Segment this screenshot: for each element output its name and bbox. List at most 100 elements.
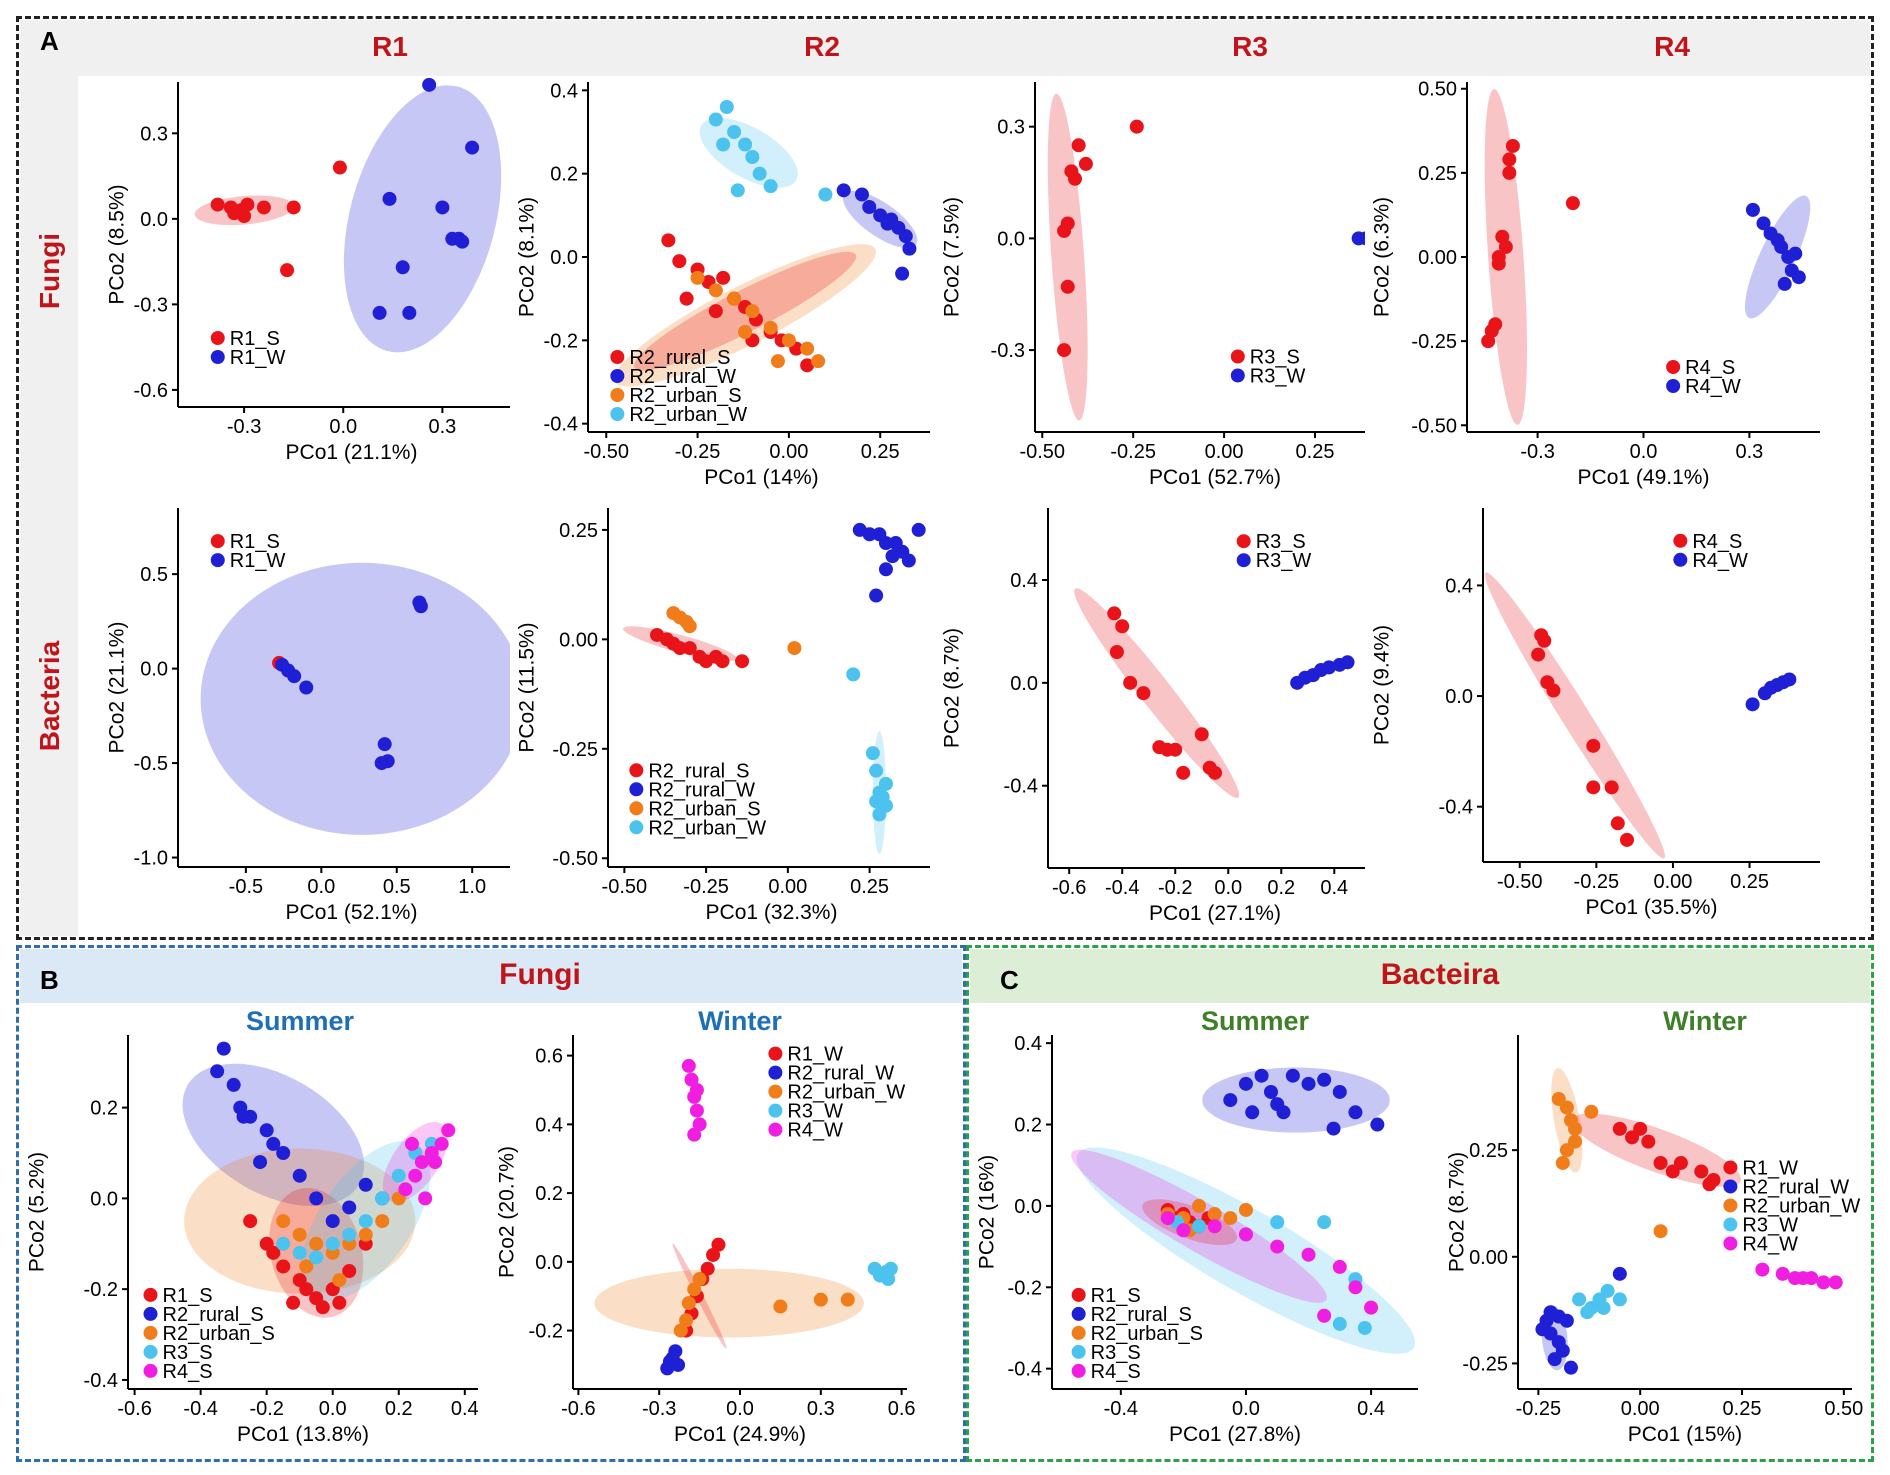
c-summer-series-r2-rural-s [1223, 1068, 1385, 1136]
a-r3-bacteria-series-r3-w [1290, 655, 1355, 690]
b-summer-point-r2-rural-s [276, 1146, 291, 1160]
b-summer-y-tick-label: 0.0 [90, 1188, 118, 1210]
a-r1-bacteria-y-tick-label: 0.0 [140, 659, 168, 681]
c-winter-point-r4-w [1775, 1266, 1790, 1281]
panel-a-frame [16, 16, 1874, 940]
c-summer-y-label: PCo2 (16%) [976, 1155, 999, 1269]
a-r2-fungi-y-tick-label: 0.0 [550, 247, 578, 269]
a-r3-bacteria-x-label: PCo1 (27.1%) [1149, 902, 1281, 925]
a-r3-fungi-legend-label: R3_W [1250, 366, 1306, 388]
chart-c-summer: -0.4 0.0 0.4 -0.4 -0.2 0.0 0.2 0.4 PCo1 (27.8%) P… [976, 1035, 1418, 1446]
a-r4-bacteria-legend-label: R4_W [1692, 550, 1748, 572]
a-r1-bacteria-x-tick-label: 0.0 [307, 876, 335, 898]
a-r1-bacteria-y-tick-label: 0.5 [140, 564, 168, 586]
a-r4-bacteria-legend-marker [1673, 533, 1688, 548]
b-summer-point-r2-urban-s [358, 1227, 373, 1242]
b-winter-point-r2-urban-w [773, 1299, 788, 1314]
a-r4-bacteria-x-tick-label: 0.00 [1653, 871, 1692, 893]
a-r2-bacteria-point-r2-urban-w [878, 776, 893, 791]
c-winter-legend-label: R2_rural_W [1742, 1176, 1849, 1198]
c-summer-point-r3-s [1270, 1215, 1285, 1230]
b-winter-legend-label: R1_W [787, 1044, 843, 1066]
c-winter-legend-marker [1723, 1160, 1738, 1175]
a-r2-bacteria-point-r2-rural-w [862, 527, 877, 542]
c-winter-point-r2-rural-w [1612, 1266, 1627, 1281]
a-r2-fungi-point-r2-rural-w [854, 187, 869, 202]
a-r3-bacteria-point-r3-s [1136, 686, 1151, 701]
a-r2-fungi-point-r2-urban-w [708, 112, 723, 127]
a-r2-bacteria-legend-label: R2_rural_S [648, 760, 749, 782]
b-summer-point-r1-s [299, 1282, 314, 1297]
a-r2-bacteria-point-r2-rural-w [885, 549, 900, 564]
col-header-r3: R3 [1232, 31, 1268, 62]
a-r1-bacteria-x-label: PCo1 (52.1%) [286, 901, 418, 924]
a-r2-fungi-ellipse-orange [614, 244, 876, 387]
a-r2-bacteria-point-r2-urban-s [682, 619, 697, 634]
a-r2-fungi-point-r2-urban-s [763, 320, 778, 335]
panel-label-a: A [40, 26, 59, 56]
a-r1-fungi-point-r1-w [395, 260, 410, 275]
b-summer-point-r1-s [266, 1245, 281, 1260]
a-r1-bacteria-legend-label: R1_W [230, 550, 286, 572]
b-summer-point-r2-rural-s [342, 1200, 357, 1215]
b-summer-x-tick-label: -0.6 [117, 1398, 151, 1420]
a-r2-fungi-point-r2-rural-s [672, 254, 687, 269]
a-r2-fungi-point-r2-rural-w [880, 216, 895, 231]
a-r4-bacteria-x-tick-label: -0.50 [1497, 871, 1543, 893]
a-r1-bacteria-point-r1-w [380, 754, 395, 769]
a-r3-bacteria-point-r3-s [1107, 606, 1122, 621]
c-winter-point-r1-w [1612, 1121, 1627, 1136]
c-winter-legend-marker [1723, 1198, 1738, 1213]
a-r4-fungi-point-r4-w [1791, 270, 1806, 285]
c-summer-legend-label: R2_urban_S [1091, 1323, 1203, 1345]
a-r1-fungi-x-label: PCo1 (21.1%) [286, 441, 418, 464]
a-r1-fungi-point-r1-w [382, 191, 397, 206]
a-r4-fungi-x-label: PCo1 (49.1%) [1578, 466, 1710, 489]
a-r3-fungi-legend-marker [1230, 368, 1245, 383]
a-r2-bacteria-point-r2-urban-w [846, 667, 861, 682]
c-summer-point-r2-rural-s [1370, 1117, 1385, 1132]
a-r2-fungi-y-label: PCo2 (8.1%) [516, 197, 539, 317]
a-r4-bacteria-x-tick-label: -0.25 [1574, 871, 1620, 893]
a-r2-fungi-point-r2-urban-w [818, 187, 833, 202]
a-r1-fungi-legend-label: R1_W [230, 347, 286, 369]
c-summer-point-r4-s [1160, 1211, 1175, 1226]
a-r2-fungi-legend-marker [610, 350, 625, 364]
col-header-r4: R4 [1654, 31, 1690, 62]
b-winter-series-r4-w [681, 1058, 707, 1142]
a-r4-fungi-y-tick-label: -0.50 [1411, 415, 1457, 437]
a-r4-fungi-y-tick-label: 0.00 [1418, 247, 1457, 269]
a-r3-fungi-legend-marker [1230, 349, 1245, 364]
a-r2-bacteria-x-tick-label: 0.00 [768, 876, 807, 898]
a-r3-fungi-point-r3-s [1057, 343, 1072, 358]
a-r2-bacteria-x-label: PCo1 (32.3%) [706, 901, 838, 924]
a-r1-fungi-x-tick-label: 0.0 [329, 416, 357, 438]
chart-c-winter: -0.25 0.00 0.25 0.50 -0.25 0.00 0.25 PCo1 (15%)… [1446, 1035, 1863, 1446]
c-summer-point-r2-rural-s [1276, 1105, 1291, 1120]
a-r2-bacteria-point-r2-urban-s [787, 641, 802, 656]
a-r2-fungi-point-r2-urban-s [811, 354, 826, 369]
panel-b-header-band [20, 949, 962, 1003]
b-winter-point-r2-urban-w [681, 1296, 696, 1311]
b-summer-series-r3-s [276, 1136, 439, 1265]
a-r3-bacteria-y-tick-label: 0.4 [1010, 570, 1038, 592]
panel-b-winter-title: Winter [698, 1006, 782, 1036]
a-r1-fungi-point-r1-s [280, 263, 295, 278]
a-r1-fungi-point-r1-w [372, 305, 387, 320]
a-r1-fungi-x-tick-label: 0.3 [428, 416, 456, 438]
a-r3-bacteria-point-r3-s [1176, 765, 1191, 780]
a-r2-fungi-point-r2-rural-s [679, 291, 694, 306]
b-winter-point-r4-w [681, 1058, 696, 1073]
chart-a-r4-fungi: -0.3 0.0 0.3 -0.50 -0.25 0.00 0.25 0.50 PCo1 (49… [1371, 79, 1820, 489]
b-winter-legend-marker [768, 1122, 783, 1137]
c-winter-point-r2-urban-w [1584, 1104, 1599, 1119]
a-r4-fungi-point-r4-s [1502, 152, 1517, 167]
a-r1-fungi-point-r1-w [402, 305, 417, 320]
a-r1-fungi-point-r1-w [435, 200, 450, 215]
b-winter-point-r2-urban-w [673, 1323, 688, 1338]
c-summer-point-r2-urban-s [1223, 1211, 1238, 1226]
a-r2-fungi-point-r2-urban-s [800, 341, 815, 356]
a-r2-bacteria-legend-marker [629, 763, 644, 778]
c-summer-point-r3-s [1357, 1320, 1372, 1335]
a-r2-fungi-y-tick-label: -0.4 [544, 414, 578, 436]
